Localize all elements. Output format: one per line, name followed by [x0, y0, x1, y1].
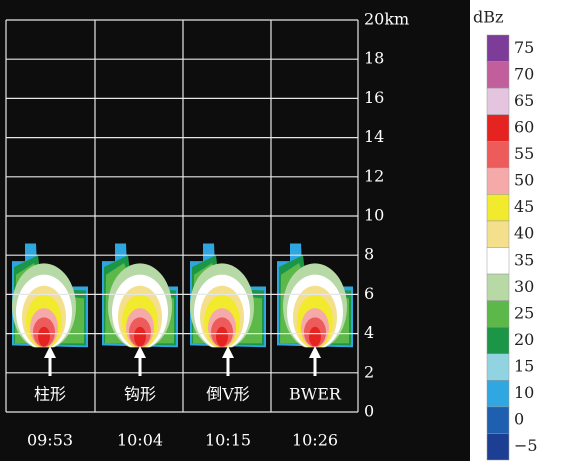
- arrow-head: [44, 346, 56, 358]
- colorbar-swatch: [486, 141, 510, 169]
- colorbar-label: 65: [514, 91, 534, 110]
- colorbar-label: 75: [514, 38, 534, 57]
- y-tick-label: 14: [364, 127, 384, 146]
- colorbar-label: 60: [514, 117, 534, 136]
- colorbar-swatch: [486, 194, 510, 222]
- colorbar-swatch: [486, 406, 510, 434]
- arrow-head: [309, 346, 321, 358]
- colorbar-swatch: [486, 353, 510, 381]
- y-tick-label: 18: [364, 49, 384, 68]
- echo-core: [38, 326, 50, 347]
- shape-label: 钩形: [124, 385, 156, 404]
- shape-label: BWER: [289, 385, 342, 404]
- colorbar-swatch: [486, 273, 510, 301]
- y-tick-label: 12: [364, 166, 384, 185]
- colorbar-label: 70: [514, 64, 534, 83]
- colorbar-swatch: [486, 87, 510, 115]
- colorbar-swatch: [486, 114, 510, 142]
- echo-core: [216, 326, 228, 347]
- colorbar-swatch: [486, 380, 510, 408]
- y-tick-label: 2: [364, 362, 374, 381]
- y-tick-label: 4: [364, 323, 374, 342]
- colorbar-swatch: [486, 61, 510, 89]
- colorbar-label: 10: [514, 383, 534, 402]
- time-label: 10:04: [117, 431, 163, 450]
- colorbar-swatch: [486, 34, 510, 62]
- colorbar-label: 50: [514, 171, 534, 190]
- colorbar-swatch: [486, 247, 510, 275]
- colorbar-title: dBz: [473, 8, 503, 27]
- y-tick-label: 20km: [364, 10, 409, 29]
- colorbar-swatch: [486, 326, 510, 354]
- shape-label: 倒V形: [206, 385, 250, 404]
- shape-label: 柱形: [34, 385, 66, 404]
- arrow-head: [134, 346, 146, 358]
- time-label: 09:53: [27, 431, 73, 450]
- colorbar-label: −5: [514, 436, 538, 455]
- colorbar-label: 0: [514, 410, 524, 429]
- colorbar-label: 40: [514, 224, 534, 243]
- colorbar-label: 55: [514, 144, 534, 163]
- y-tick-label: 0: [364, 402, 374, 421]
- colorbar-swatch: [486, 167, 510, 195]
- colorbar-label: 30: [514, 277, 534, 296]
- colorbar-label: 45: [514, 197, 534, 216]
- colorbar-swatch: [486, 433, 510, 461]
- colorbar-label: 25: [514, 303, 534, 322]
- y-tick-label: 16: [364, 88, 384, 107]
- y-tick-label: 10: [364, 206, 384, 225]
- time-label: 10:26: [292, 431, 338, 450]
- y-tick-label: 8: [364, 245, 374, 264]
- colorbar-label: 20: [514, 330, 534, 349]
- arrow-head: [222, 346, 234, 358]
- colorbar-swatch: [486, 220, 510, 248]
- time-label: 10:15: [205, 431, 251, 450]
- colorbar-label: 35: [514, 250, 534, 269]
- echo-core: [309, 326, 321, 347]
- colorbar-swatch: [486, 300, 510, 328]
- echo-core: [134, 326, 146, 347]
- colorbar-label: 15: [514, 357, 534, 376]
- y-tick-label: 6: [364, 284, 374, 303]
